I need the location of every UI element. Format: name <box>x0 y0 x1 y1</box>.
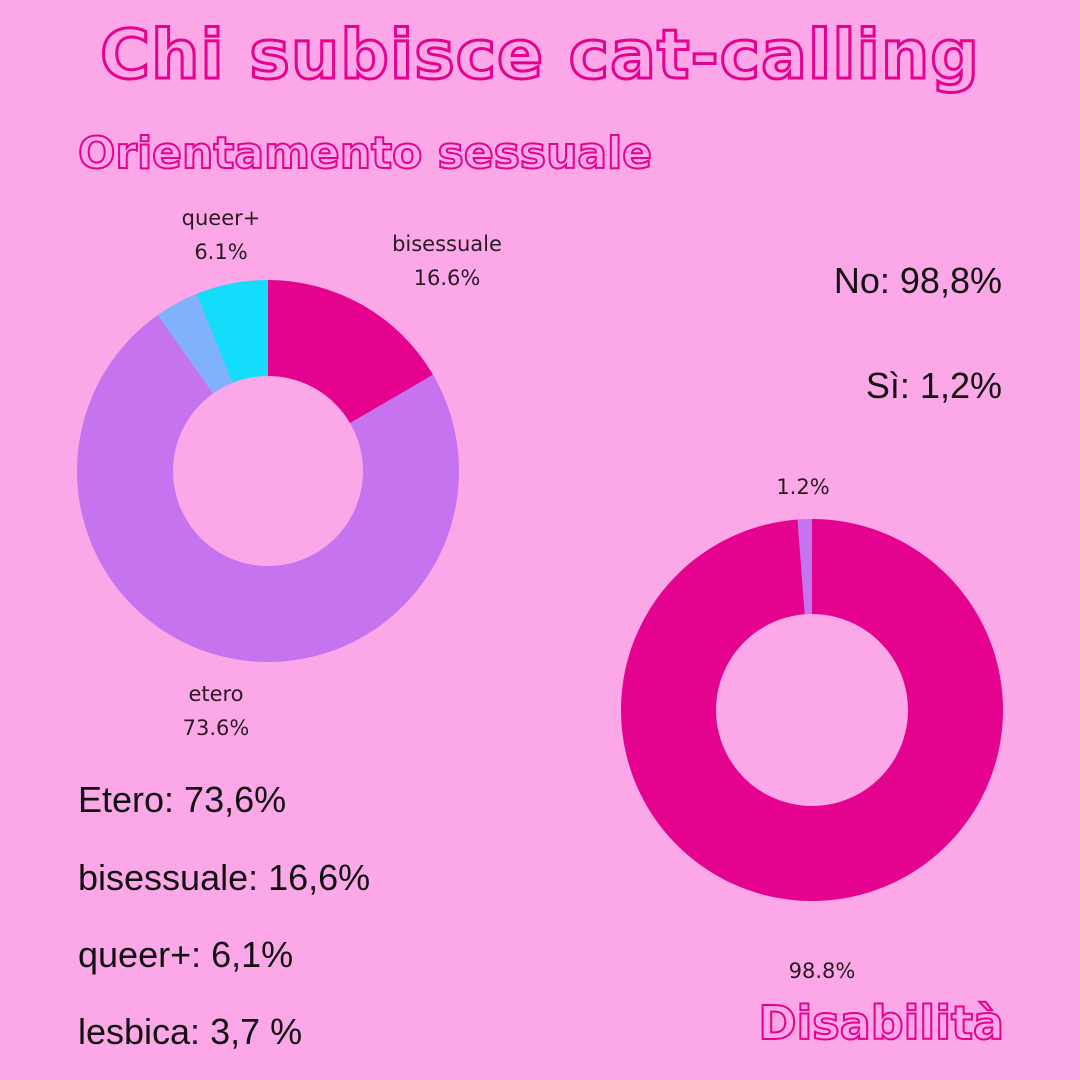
page-title: Chi subisce cat-calling <box>99 16 981 95</box>
disability-summary-si: Sì: 1,2% <box>865 365 1002 406</box>
slice-label-0-1-label: etero <box>188 682 243 706</box>
orientation-summary-queer: queer+: 6,1% <box>78 934 294 975</box>
donut-slice-0-3 <box>196 280 268 383</box>
orientation-summary-bisessuale: bisessuale: 16,6% <box>78 857 371 898</box>
slice-label-0-0-display: 16.6% <box>414 266 481 290</box>
slice-label-1-0-display: 98.8% <box>789 959 856 983</box>
orientation-donut-chart: bisessuale 16.6% etero 73.6% queer+ 6.1% <box>77 206 502 740</box>
disability-heading: Disabilità <box>757 996 1005 1050</box>
slice-label-0-3-label: queer+ <box>182 206 261 230</box>
slice-label-1-1-display: 1.2% <box>776 475 829 499</box>
disability-donut-chart: 1.2% 98.8% <box>621 475 1004 983</box>
slice-label-0-1-display: 73.6% <box>183 716 250 740</box>
orientation-summary-etero: Etero: 73,6% <box>78 779 287 820</box>
orientation-heading: Orientamento sessuale <box>77 128 653 179</box>
orientation-summary-lesbica: lesbica: 3,7 % <box>78 1011 303 1052</box>
donut-slice-1-1 <box>797 519 812 615</box>
donut-slice-0-2 <box>157 293 233 394</box>
disability-summary-no: No: 98,8% <box>833 260 1002 301</box>
donut-slice-0-0 <box>268 280 434 424</box>
slice-label-0-0-label: bisessuale <box>392 232 502 256</box>
donut-slice-0-1 <box>77 315 459 662</box>
slice-label-0-3-display: 6.1% <box>194 240 247 264</box>
donut-slice-1-0 <box>621 519 1004 902</box>
